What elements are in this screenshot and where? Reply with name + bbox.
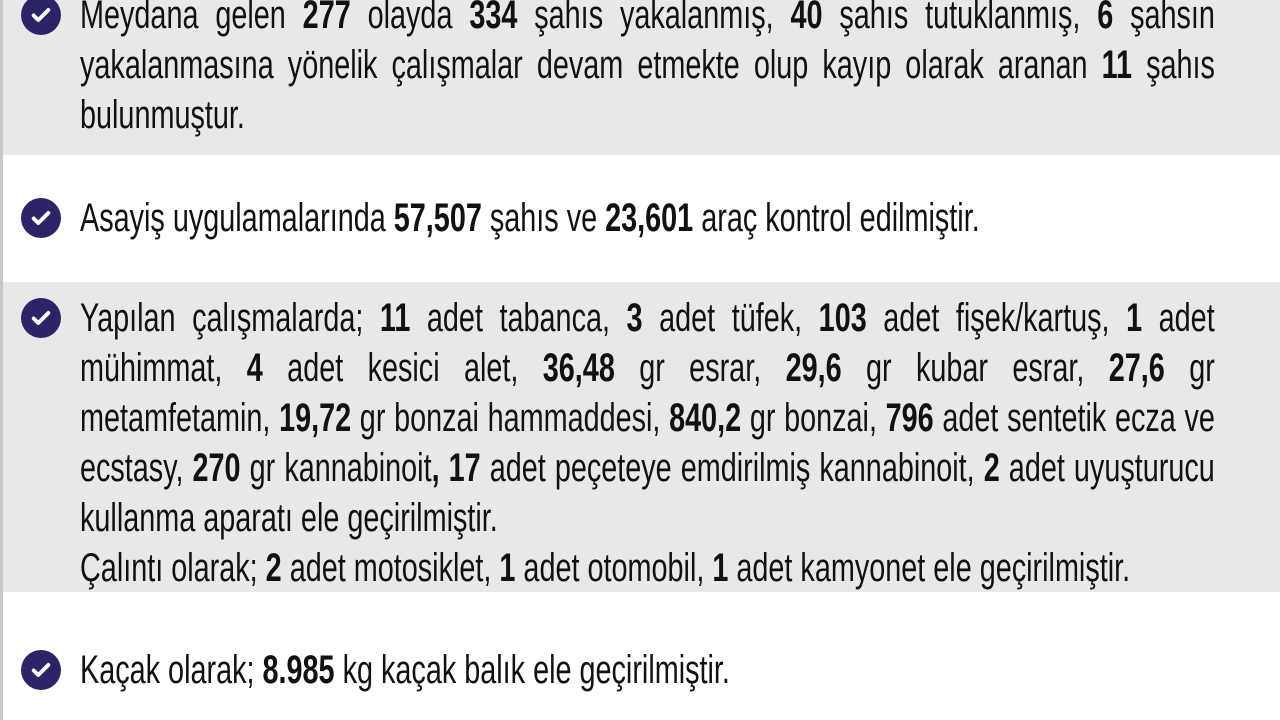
check-circle-icon: [21, 198, 61, 238]
text-line: Asayiş uygulamalarında 57,507 şahıs ve 2…: [80, 193, 980, 243]
text-segment: adet: [1142, 296, 1215, 340]
text-segment: şahıs tutuklanmış,: [822, 0, 1098, 37]
highlighted-number: 11: [1101, 43, 1133, 87]
text-segment: Yapılan çalışmalarda;: [80, 296, 380, 340]
highlighted-number: 1: [1126, 296, 1143, 340]
highlighted-number: 3: [626, 296, 643, 340]
text-segment: şahsın: [1113, 0, 1215, 37]
text-segment: Meydana gelen: [80, 0, 303, 37]
section-band: [0, 282, 1280, 592]
highlighted-number: 4: [246, 346, 263, 390]
highlighted-number: 23,601: [605, 196, 694, 240]
text-segment: gr bonzai,: [741, 396, 886, 440]
text-segment: Çalıntı olarak;: [80, 546, 266, 590]
highlighted-number: 11: [379, 296, 411, 340]
text-line: Yapılan çalışmalarda; 11 adet tabanca, 3…: [80, 293, 1215, 343]
highlighted-number: 57,507: [393, 196, 482, 240]
text-segment: adet peçeteye emdirilmiş kannabinoit,: [480, 446, 984, 490]
text-segment: olayda: [350, 0, 470, 37]
highlighted-number: 1: [712, 546, 729, 590]
text-line: kullanma aparatı ele geçirilmiştir.: [80, 493, 498, 543]
text-segment: Asayiş uygulamalarında: [80, 196, 394, 240]
text-segment: gr: [1164, 346, 1215, 390]
section-band: [0, 0, 1280, 155]
text-line: mühimmat, 4 adet kesici alet, 36,48 gr e…: [80, 343, 1215, 393]
highlighted-number: 103: [818, 296, 867, 340]
highlighted-number: , 17: [431, 446, 481, 490]
text-line: Kaçak olarak; 8.985 kg kaçak balık ele g…: [80, 645, 730, 695]
text-segment: şahıs ve: [481, 196, 606, 240]
text-segment: adet kamyonet ele geçirilmiştir.: [728, 546, 1131, 590]
text-segment: adet uyuşturucu: [999, 446, 1215, 490]
text-segment: mühimmat,: [80, 346, 247, 390]
check-circle-icon: [21, 650, 61, 690]
check-circle-icon: [21, 0, 61, 35]
highlighted-number: 8.985: [262, 648, 335, 692]
left-border: [0, 0, 3, 720]
text-segment: adet sentetik ecza ve: [933, 396, 1215, 440]
text-segment: kullanma aparatı ele geçirilmiştir.: [80, 496, 498, 540]
text-segment: adet tüfek,: [642, 296, 819, 340]
check-circle-icon: [21, 298, 61, 338]
text-segment: ecstasy,: [80, 446, 193, 490]
text-line: Çalıntı olarak; 2 adet motosiklet, 1 ade…: [80, 543, 1130, 593]
highlighted-number: 27,6: [1108, 346, 1165, 390]
text-segment: adet otomobil,: [515, 546, 713, 590]
highlighted-number: 19,72: [279, 396, 352, 440]
text-segment: adet tabanca,: [410, 296, 627, 340]
highlighted-number: 2: [983, 446, 1000, 490]
highlighted-number: 277: [302, 0, 351, 37]
text-segment: metamfetamin,: [80, 396, 280, 440]
text-segment: gr bonzai hammaddesi,: [351, 396, 670, 440]
text-line: Meydana gelen 277 olayda 334 şahıs yakal…: [80, 0, 1215, 40]
text-segment: gr kubar esrar,: [841, 346, 1109, 390]
highlighted-number: 270: [192, 446, 241, 490]
text-line: bulunmuştur.: [80, 90, 245, 140]
text-segment: adet kesici alet,: [262, 346, 543, 390]
highlighted-number: 29,6: [785, 346, 842, 390]
text-segment: adet motosiklet,: [281, 546, 500, 590]
text-segment: araç kontrol edilmiştir.: [693, 196, 980, 240]
text-line: yakalanmasına yönelik çalışmalar devam e…: [80, 40, 1215, 90]
highlighted-number: 40: [790, 0, 823, 37]
text-segment: gr kannabinoit: [240, 446, 432, 490]
highlighted-number: 796: [885, 396, 934, 440]
text-line: metamfetamin, 19,72 gr bonzai hammaddesi…: [80, 393, 1215, 443]
highlighted-number: 840,2: [669, 396, 742, 440]
highlighted-number: 1: [499, 546, 516, 590]
text-segment: adet fişek/kartuş,: [866, 296, 1127, 340]
highlighted-number: 36,48: [542, 346, 615, 390]
text-segment: kg kaçak balık ele geçirilmiştir.: [334, 648, 730, 692]
highlighted-number: 2: [265, 546, 282, 590]
text-segment: gr esrar,: [614, 346, 786, 390]
text-segment: Kaçak olarak;: [80, 648, 263, 692]
text-segment: şahıs yakalanmış,: [517, 0, 791, 37]
text-segment: şahıs: [1132, 43, 1215, 87]
text-line: ecstasy, 270 gr kannabinoit, 17 adet peç…: [80, 443, 1215, 493]
highlighted-number: 6: [1097, 0, 1114, 37]
highlighted-number: 334: [469, 0, 518, 37]
text-segment: bulunmuştur.: [80, 93, 245, 137]
text-segment: yakalanmasına yönelik çalışmalar devam e…: [80, 43, 1102, 87]
